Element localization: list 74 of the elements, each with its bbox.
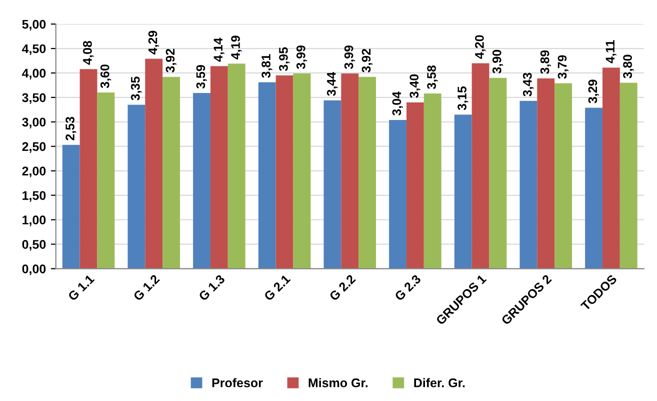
bar <box>258 82 276 269</box>
bar <box>424 94 442 269</box>
data-label: 4,19 <box>231 36 242 60</box>
data-label: 3,99 <box>296 45 308 70</box>
bar <box>228 64 246 269</box>
data-label: 3,92 <box>166 48 176 72</box>
y-tick-label: 4,50 <box>22 44 46 55</box>
y-tick-label: 2,00 <box>22 166 46 178</box>
data-label: 3,15 <box>458 86 468 110</box>
y-tick-label: 2,50 <box>22 142 46 153</box>
data-label: 3,29 <box>588 80 599 104</box>
y-tick-label: 1,00 <box>22 216 46 226</box>
bar <box>554 83 572 269</box>
data-label: 3,81 <box>262 54 272 78</box>
legend-label: Difer. Gr. <box>414 378 465 388</box>
bar <box>293 73 311 269</box>
y-tick-label: 4,00 <box>22 68 46 80</box>
x-tick-label: G 2.1 <box>264 274 291 302</box>
data-label: 3,60 <box>100 64 112 88</box>
bar <box>145 58 163 269</box>
bar <box>389 120 406 269</box>
y-tick-label: 1,50 <box>22 191 46 202</box>
bar <box>97 92 115 269</box>
data-label: 3,79 <box>558 55 568 79</box>
x-tick-label: G 2.2 <box>328 274 356 302</box>
bar <box>520 100 538 269</box>
y-tick-label: 0,00 <box>22 264 46 276</box>
bar <box>472 63 490 269</box>
data-label: 3,35 <box>130 76 142 100</box>
data-label: 4,20 <box>475 35 486 59</box>
bar <box>602 68 620 269</box>
bar <box>128 104 146 269</box>
data-label: 2,53 <box>66 116 76 140</box>
bar <box>162 76 180 269</box>
data-label: 3,43 <box>522 72 534 96</box>
y-tick-label: 0,50 <box>22 240 46 251</box>
x-tick-label: G 1.1 <box>67 274 95 302</box>
data-label: 3,80 <box>623 54 634 78</box>
data-label: 3,04 <box>392 92 403 116</box>
bar <box>620 82 638 269</box>
y-tick-label: 3,50 <box>22 93 46 104</box>
data-label: 3,59 <box>196 65 207 89</box>
bar <box>210 66 228 269</box>
bar <box>276 75 294 269</box>
data-label: 3,89 <box>540 50 552 74</box>
data-label: 3,92 <box>362 48 372 72</box>
x-tick-label: G 1.3 <box>198 274 226 302</box>
y-tick-label: 5,00 <box>22 20 46 31</box>
x-tick-label: G 2.3 <box>394 274 422 302</box>
legend-label: Mismo Gr. <box>308 378 368 388</box>
bar <box>406 102 424 269</box>
bar <box>62 144 80 269</box>
bar <box>341 73 359 269</box>
bar <box>324 100 342 269</box>
data-label: 4,29 <box>148 30 160 54</box>
bar <box>489 78 507 269</box>
x-tick-label: G 1.2 <box>132 274 160 302</box>
data-label: 4,14 <box>214 38 224 62</box>
y-tick-label: 3,00 <box>22 118 46 128</box>
data-label: 3,58 <box>427 65 438 90</box>
data-label: 3,95 <box>279 47 290 71</box>
bar <box>80 69 98 269</box>
bar <box>454 114 472 269</box>
legend-label: Profesor <box>212 378 263 388</box>
data-label: 3,40 <box>410 74 420 98</box>
bar <box>193 93 210 269</box>
bar <box>358 76 376 269</box>
data-label: 3,99 <box>344 45 356 70</box>
bar <box>537 78 555 269</box>
data-label: 4,11 <box>606 40 616 64</box>
bar <box>585 108 602 269</box>
data-label: 3,90 <box>492 50 504 74</box>
data-label: 4,08 <box>83 40 94 65</box>
data-label: 3,44 <box>326 72 338 96</box>
